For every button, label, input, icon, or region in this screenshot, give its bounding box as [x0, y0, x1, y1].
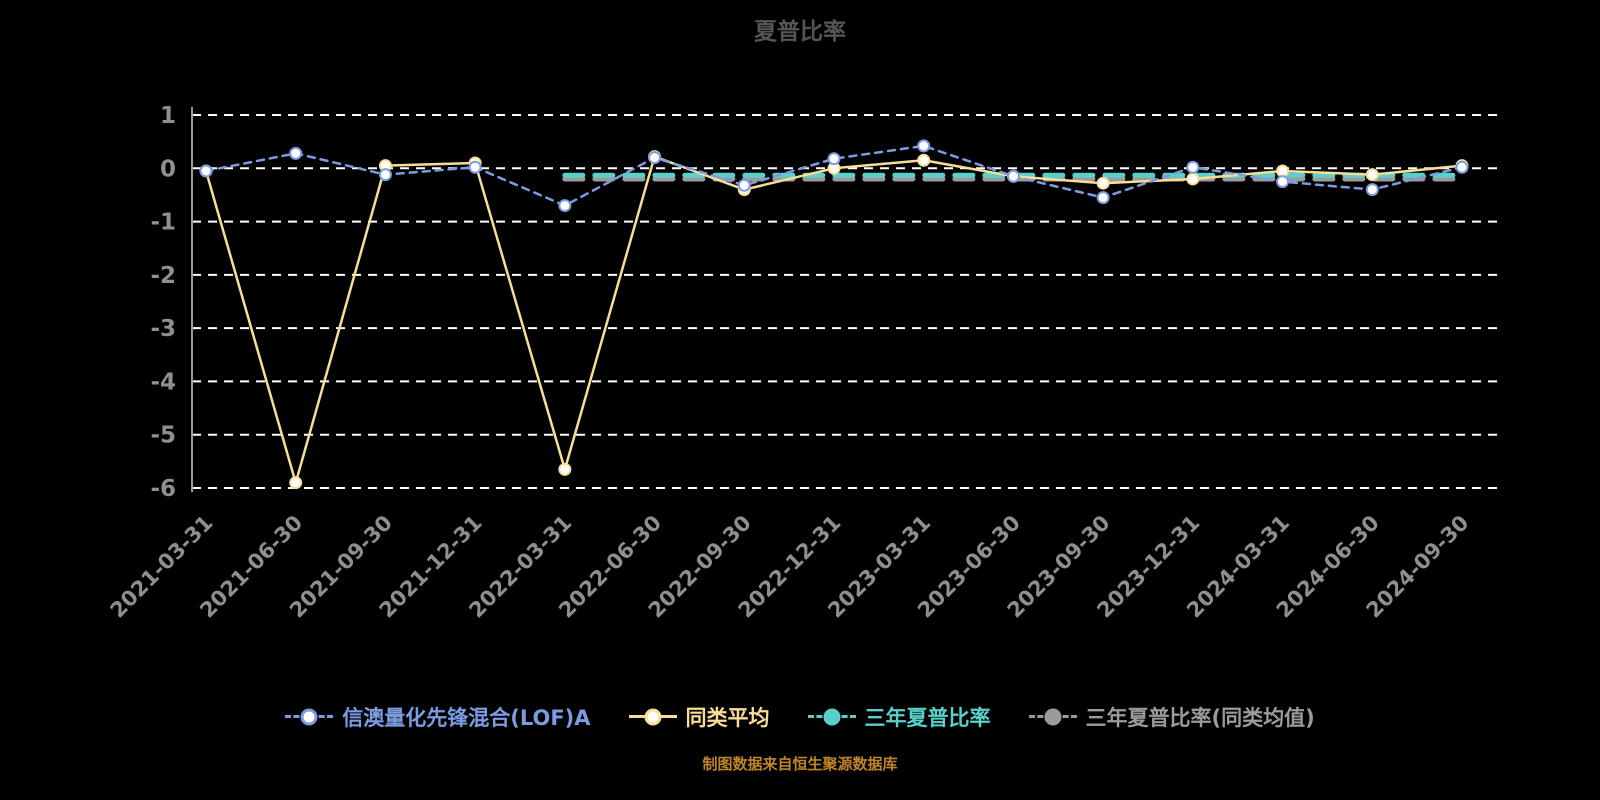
data-point-marker: [289, 146, 303, 160]
legend-label-fund: 信澳量化先锋混合(LOF)A: [342, 706, 591, 730]
data-point-marker: [737, 178, 751, 192]
data-point-marker: [199, 164, 213, 178]
legend-label-3yr-sharpe-category-mean: 三年夏普比率(同类均值): [1085, 706, 1315, 730]
data-point-marker: [378, 168, 392, 182]
data-point-marker: [1455, 160, 1469, 174]
data-point-marker: [468, 160, 482, 174]
y-tick-label: 1: [160, 103, 176, 129]
data-point-marker: [1365, 183, 1379, 197]
chart-title: 夏普比率: [754, 19, 846, 45]
data-point-marker: [1186, 160, 1200, 174]
data-point-marker: [1096, 176, 1110, 190]
data-point-marker: [558, 462, 572, 476]
legend-item-category-average[interactable]: 同类平均: [628, 702, 770, 732]
3yr-sharpe-category-mean-series-marker-icon: [1028, 708, 1077, 726]
chart-legend: 信澳量化先锋混合(LOF)A 同类平均 三年夏普比率 三年夏普比率(同类均值): [0, 702, 1600, 732]
data-point-marker: [917, 139, 931, 153]
data-point-marker: [1276, 175, 1290, 189]
legend-label-category-average: 同类平均: [685, 706, 770, 730]
series-line: [204, 144, 1464, 207]
legend-item-3yr-sharpe[interactable]: 三年夏普比率: [807, 702, 991, 732]
y-tick-label: -2: [150, 263, 176, 289]
data-point-marker: [1186, 172, 1200, 186]
y-tick-label: -6: [150, 476, 176, 502]
data-point-marker: [1006, 169, 1020, 183]
y-tick-label: -4: [150, 369, 176, 395]
data-point-marker: [827, 152, 841, 166]
category-average-series-marker-icon: [628, 708, 677, 726]
sharpe-ratio-line-chart: 10-1-2-3-4-5-62021-03-312021-06-302021-0…: [106, 103, 1502, 623]
y-tick-label: -5: [150, 423, 176, 449]
fund-series-marker-icon: [285, 708, 334, 726]
legend-item-fund[interactable]: 信澳量化先锋混合(LOF)A: [285, 702, 591, 732]
y-tick-label: 0: [160, 156, 176, 182]
data-point-marker: [558, 199, 572, 213]
legend-item-3yr-sharpe-category-mean[interactable]: 三年夏普比率(同类均值): [1028, 702, 1315, 732]
data-point-marker: [917, 153, 931, 167]
data-point-marker: [1096, 191, 1110, 205]
y-tick-label: -3: [150, 316, 176, 342]
data-point-marker: [1365, 168, 1379, 182]
data-point-marker: [1276, 164, 1290, 178]
data-source-caption: 制图数据来自恒生聚源数据库: [702, 755, 898, 773]
3yr-sharpe-series-marker-icon: [807, 708, 856, 726]
data-point-marker: [289, 476, 303, 490]
y-tick-label: -1: [150, 210, 176, 236]
data-point-marker: [648, 151, 662, 165]
legend-label-3yr-sharpe: 三年夏普比率: [864, 706, 991, 730]
